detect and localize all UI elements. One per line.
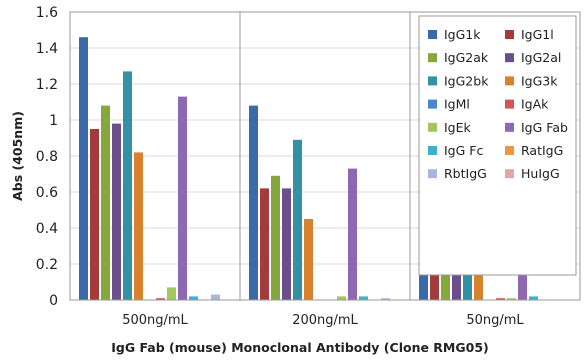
legend-item-label: IgMl [444,97,470,112]
y-tick-label: 1.6 [36,5,58,21]
y-tick-label: 0 [49,293,58,309]
y-tick-label: 1.2 [36,77,58,93]
bar-rbtigg [381,298,390,300]
legend-item-label: IgG2bk [444,73,489,88]
x-category-label: 500ng/mL [122,313,188,328]
bar-igg1k [249,105,258,300]
legend-swatch [428,122,437,132]
legend-item-label: IgG1l [521,27,554,42]
y-axis-ticks: 0 0.2 0.4 0.6 0.8 1 1.2 1.4 1.6 [36,5,58,309]
legend-item-label: RatIgG [521,143,563,158]
legend-item-label: IgG3k [521,73,558,88]
legend-swatch [505,53,514,63]
legend-item-label: IgG2ak [444,50,489,65]
legend-item-label: IgG Fc [444,143,483,158]
bar-igg-fc [359,296,368,300]
plot-area-frame [69,11,581,301]
category-separators [239,12,411,300]
bar-igg1l [260,188,269,300]
y-tick-label: 0.4 [36,221,58,237]
y-tick-label: 1 [49,113,58,129]
y-tick-label: 0.6 [36,185,58,201]
bar-igg1k [79,37,88,300]
legend-swatch [428,146,437,155]
legend-item-label: IgG Fab [521,120,568,135]
legend-box [418,15,577,276]
legend-swatch [428,53,437,63]
bar-igg2bk [123,71,132,301]
bar-igak [496,298,505,300]
legend-swatch [505,169,514,179]
bar-igg-fab [178,96,187,300]
bar-igg1l [90,129,99,300]
y-tick-label: 1.4 [36,41,58,57]
bar-igg2al [112,123,121,300]
legend-swatch [505,122,514,132]
legend-item-label: IgG1k [444,27,481,42]
legend-swatch [428,169,437,179]
bar-igak [156,298,165,300]
bar-igg-fc [189,296,198,300]
bar-igg2ak [271,175,280,300]
legend: IgG1k IgG1l IgG2ak IgG2al IgG2bk IgG3k IgMl IgA… [418,15,577,276]
legend-item-label: IgG2al [521,50,561,65]
gridlines [70,47,580,265]
legend-swatch [505,76,514,86]
y-tick-label: 0.8 [36,149,58,165]
legend-item-label: RbtIgG [444,166,487,181]
legend-item-label: IgAk [521,97,549,112]
x-axis-label: IgG Fab (mouse) Monoclonal Antibody (Clo… [111,340,488,355]
legend-swatch [428,30,437,39]
legend-swatch [505,30,514,39]
legend-item-label: IgEk [444,120,472,135]
bar-igg2al [282,188,291,300]
bar-igg3k [134,152,143,300]
bar-igg3k [474,269,483,300]
x-axis-categories: 500ng/mL 200ng/mL 50ng/mL [122,313,524,328]
x-category-label: 200ng/mL [292,313,358,328]
y-axis-label: Abs (405nm) [10,111,25,201]
bar-igek [337,296,346,300]
bar-igek [507,298,516,300]
bar-igek [167,287,176,300]
legend-swatch [505,99,514,109]
legend-swatch [428,76,437,86]
legend-swatch [505,146,514,155]
y-tick-label: 0.2 [36,257,58,273]
legend-item-label: HuIgG [521,166,560,181]
legend-swatch [428,99,437,109]
bar-igg2ak [101,105,110,300]
x-category-label: 50ng/mL [466,313,524,328]
bar-igg2bk [293,139,302,300]
bar-igg-fab [348,168,357,300]
bar-rbtigg [211,294,220,300]
bar-igg3k [304,219,313,300]
bar-igg-fc [529,296,538,300]
